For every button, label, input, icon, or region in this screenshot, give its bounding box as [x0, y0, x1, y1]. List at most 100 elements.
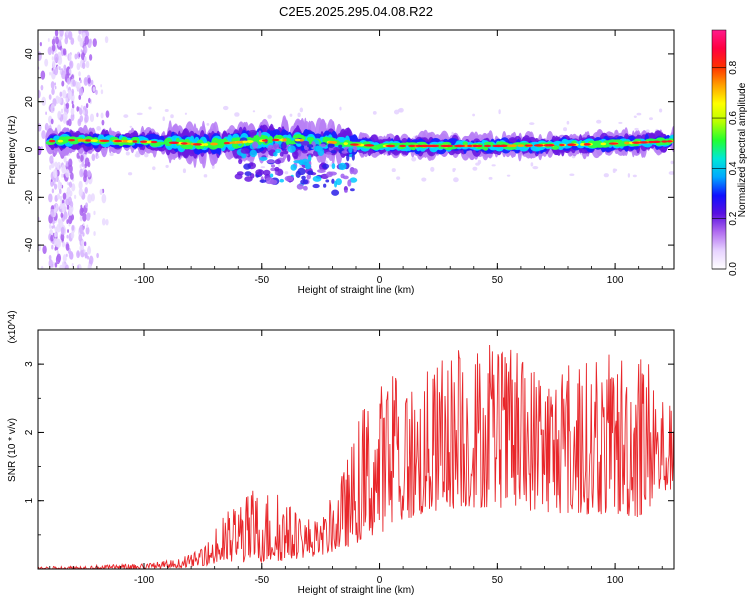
spectral-noise-cell — [56, 253, 62, 263]
spectral-noise-cell — [44, 122, 49, 131]
x-tick-label: 100 — [607, 275, 624, 286]
spectral-noise-cell — [71, 100, 74, 105]
spectral-noise-cell — [52, 107, 55, 112]
spectral-feature-cell — [306, 144, 314, 148]
spectral-noise-cell — [596, 119, 602, 124]
spectral-noise-cell — [89, 38, 92, 44]
x-tick-label: 0 — [377, 575, 383, 586]
spectral-noise-cell — [472, 113, 475, 117]
spectral-noise-cell — [38, 89, 41, 99]
spectral-noise-cell — [234, 112, 240, 117]
spectral-max-cell — [483, 144, 492, 148]
spectral-feature-cell — [347, 179, 352, 187]
spectral-feature-cell — [330, 149, 337, 154]
spectral-noise-cell — [51, 244, 54, 250]
spectral-noise-cell — [532, 165, 539, 170]
spectral-noise-cell — [76, 81, 81, 91]
spectral-feature-cell — [306, 173, 311, 180]
spectral-noise-cell — [284, 171, 289, 175]
spectral-max-cell — [150, 140, 158, 144]
spectral-max-cell — [85, 139, 91, 142]
spectral-max-cell — [559, 143, 565, 147]
spectral-noise-cell — [659, 108, 663, 113]
spectral-noise-cell — [52, 219, 55, 225]
spectral-noise-cell — [82, 212, 87, 222]
spectral-feature-cell — [301, 150, 308, 154]
spectral-noise-cell — [40, 265, 44, 269]
spectral-noise-cell — [52, 168, 58, 179]
spectral-noise-cell — [81, 62, 86, 69]
spectral-noise-cell — [68, 250, 74, 260]
colorbar-tick-label: 0.8 — [728, 60, 739, 74]
spectral-feature-cell — [334, 180, 338, 188]
spectral-noise-cell — [71, 225, 75, 231]
spectral-feature-cell — [274, 159, 282, 165]
spectral-feature-cell — [279, 178, 285, 183]
spectral-band-cell — [483, 141, 494, 146]
spectral-noise-cell — [62, 254, 67, 263]
colorbar-ticks: 0.0 0.2 0.4 0.6 0.8 — [712, 60, 739, 276]
x-tick-label: 0 — [377, 275, 383, 286]
y-tick-label: -20 — [24, 190, 35, 205]
spectral-max-cell — [533, 144, 541, 147]
spectral-noise-cell — [61, 80, 65, 87]
spectral-noise-cell — [71, 262, 74, 267]
spectral-feature-cell — [312, 183, 320, 189]
spectral-feature-cell — [244, 171, 252, 177]
spectral-max-cell — [192, 143, 202, 146]
spectral-noise-cell — [477, 159, 482, 165]
spectral-noise-cell — [53, 261, 55, 266]
spectral-noise-cell — [105, 110, 110, 118]
spectral-feature-cell — [322, 163, 330, 169]
spectral-noise-cell — [101, 218, 106, 226]
spectral-noise-cell — [164, 108, 169, 113]
spectral-feature-cell — [338, 144, 343, 149]
spectral-noise-cell — [52, 61, 56, 68]
spectral-noise-cell — [128, 172, 133, 176]
spectral-noise-cell — [56, 124, 62, 133]
x-tick-label: -50 — [255, 575, 270, 586]
spectrogram-y-ticks: -40 -20 0 20 40 — [24, 29, 674, 270]
spectral-noise-cell — [38, 244, 41, 252]
spectral-noise-cell — [396, 176, 401, 180]
spectral-feature-cell — [331, 163, 336, 170]
spectral-noise-cell — [78, 118, 82, 125]
spectral-noise-cell — [65, 168, 70, 178]
spectral-noise-cell — [74, 194, 77, 200]
spectral-noise-cell — [78, 180, 83, 190]
spectral-noise-cell — [68, 158, 73, 167]
spectral-noise-cell — [76, 106, 80, 112]
spectral-noise-cell — [632, 174, 637, 178]
spectral-noise-cell — [123, 114, 129, 118]
spectral-max-cell — [366, 144, 375, 147]
spectral-noise-cell — [148, 106, 152, 110]
spectral-noise-cell — [69, 60, 74, 69]
spectral-max-cell — [114, 139, 123, 143]
spectral-noise-cell — [51, 225, 54, 230]
spectral-band-cell — [122, 142, 130, 145]
spectral-noise-cell — [634, 127, 639, 131]
spectral-feature-cell — [313, 145, 323, 152]
spectral-noise-cell — [79, 108, 83, 116]
spectral-max-cell — [639, 141, 648, 144]
spectral-peak-cell — [343, 142, 349, 146]
spectral-feature-cell — [341, 150, 348, 154]
spectral-feature-cell — [272, 143, 280, 151]
spectral-noise-cell — [61, 173, 64, 178]
spectral-noise-cell — [58, 66, 61, 71]
spectral-feature-cell — [255, 169, 265, 176]
x-tick-label: 50 — [492, 575, 504, 586]
spectral-feature-cell — [350, 188, 355, 192]
spectral-max-cell — [99, 139, 110, 143]
spectral-noise-cell — [100, 89, 104, 95]
colorbar-tick-label: 0.0 — [728, 262, 739, 276]
spectral-max-cell — [385, 144, 396, 148]
spectral-feature-cell — [351, 153, 355, 161]
spectral-feature-cell — [270, 164, 276, 168]
spectral-noise-cell — [633, 115, 637, 118]
spectral-feature-cell — [295, 170, 301, 178]
spectrogram-x-axis-label: Height of straight line (km) — [298, 285, 415, 296]
spectral-max-cell — [132, 140, 138, 143]
spectral-noise-cell — [105, 218, 109, 226]
chart-title: C2E5.2025.295.04.08.R22 — [279, 4, 433, 19]
